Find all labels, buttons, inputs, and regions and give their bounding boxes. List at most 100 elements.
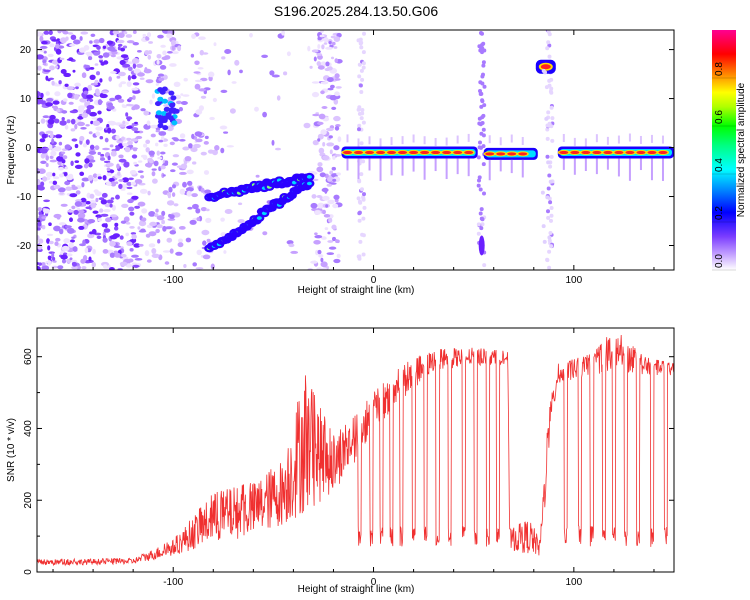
noise-speckle <box>71 205 76 210</box>
noise-speckle <box>269 70 275 76</box>
noise-speckle <box>64 144 71 150</box>
column-speckle <box>550 138 555 143</box>
column-speckle <box>545 46 550 51</box>
noise-speckle <box>148 211 156 217</box>
noise-speckle <box>169 63 177 67</box>
carrier-segment-1-sidelobe <box>390 137 393 146</box>
carrier-segment-3-pulse-core <box>658 150 668 155</box>
noise-speckle <box>64 83 69 88</box>
noise-speckle <box>97 218 103 222</box>
noise-speckle <box>129 226 135 229</box>
column-speckle <box>357 127 361 132</box>
noise-speckle <box>95 131 101 137</box>
column-speckle <box>356 107 361 112</box>
noise-speckle <box>138 230 147 233</box>
noise-speckle <box>110 71 117 74</box>
noise-speckle <box>40 181 45 187</box>
noise-speckle <box>95 92 101 96</box>
noise-speckle <box>118 124 126 128</box>
noise-speckle <box>110 150 117 157</box>
column-speckle <box>482 103 487 108</box>
column-speckle <box>361 65 366 70</box>
column-speckle <box>360 108 365 112</box>
carrier-segment-1-pulse-core <box>464 150 474 155</box>
noise-speckle <box>310 260 318 264</box>
noise-speckle <box>53 146 62 152</box>
noise-speckle <box>166 237 173 243</box>
noise-speckle <box>106 172 112 177</box>
noise-speckle <box>271 74 280 78</box>
noise-speckle <box>140 108 146 112</box>
carrier-segment-2-sidelobe <box>499 137 502 146</box>
noise-speckle <box>204 189 212 194</box>
noise-speckle <box>145 79 154 84</box>
noise-speckle <box>191 193 198 198</box>
column-speckle <box>479 207 484 212</box>
noise-speckle <box>109 235 118 240</box>
noise-speckle <box>97 151 102 156</box>
noise-speckle <box>81 182 85 188</box>
rising-track-lower-core <box>256 216 262 220</box>
noise-speckle <box>179 188 186 195</box>
noise-speckle <box>90 120 94 125</box>
noise-speckle <box>65 186 73 191</box>
noise-speckle <box>59 192 64 195</box>
noise-speckle <box>330 84 335 89</box>
carrier-segment-3-sidelobe <box>584 138 587 147</box>
noise-speckle <box>198 36 206 40</box>
noise-speckle <box>321 267 328 270</box>
column-speckle <box>546 209 550 214</box>
noise-speckle <box>145 36 150 41</box>
colorbar-gradient <box>712 30 736 270</box>
noise-speckle <box>60 203 68 207</box>
noise-speckle <box>100 61 105 66</box>
noise-speckle <box>66 258 72 264</box>
noise-speckle <box>312 140 319 146</box>
noise-speckle <box>325 46 333 50</box>
noise-speckle <box>203 141 209 145</box>
noise-speckle <box>108 177 115 182</box>
noise-speckle <box>332 236 336 242</box>
column-speckle <box>361 159 366 164</box>
colorbar-tick-label: 0.0 <box>714 254 725 268</box>
column-speckle <box>357 111 362 116</box>
noise-speckle <box>78 47 87 53</box>
carrier-segment-1-sidelobe <box>368 136 371 145</box>
spectrogram-x-axis-title: Height of straight line (km) <box>298 285 415 296</box>
spectrogram-frame <box>36 29 675 271</box>
noise-speckle <box>54 91 61 97</box>
noise-speckle <box>182 94 190 97</box>
noise-speckle <box>180 101 188 105</box>
cluster-blob <box>155 110 162 116</box>
noise-speckle <box>43 69 51 73</box>
noise-speckle <box>261 54 268 58</box>
noise-speckle <box>109 267 115 270</box>
noise-speckle <box>58 222 66 226</box>
noise-speckle <box>195 267 204 270</box>
noise-speckle <box>149 99 153 105</box>
noise-speckle <box>131 127 139 132</box>
noise-speckle <box>115 135 120 140</box>
column-speckle <box>545 127 550 132</box>
noise-speckle <box>116 163 120 169</box>
noise-speckle <box>191 133 195 140</box>
noise-speckle <box>100 213 109 217</box>
noise-speckle <box>127 140 133 146</box>
noise-speckle <box>151 171 156 177</box>
noise-speckle <box>198 88 206 92</box>
column-speckle <box>480 31 484 36</box>
noise-speckle <box>109 252 115 258</box>
noise-speckle <box>209 116 215 121</box>
noise-speckle <box>169 200 173 206</box>
carrier-segment-3-sidelobe <box>562 158 565 170</box>
noise-speckle <box>157 239 161 244</box>
carrier-segment-1-sidelobe <box>423 136 426 145</box>
noise-speckle <box>166 33 173 39</box>
noise-speckle <box>109 97 116 102</box>
carrier-segment-1-pulse-core <box>342 150 352 155</box>
noise-speckle <box>42 59 47 64</box>
noise-speckle <box>109 240 116 247</box>
noise-speckle <box>172 154 180 158</box>
noise-speckle <box>37 226 41 231</box>
noise-speckle <box>58 80 62 85</box>
